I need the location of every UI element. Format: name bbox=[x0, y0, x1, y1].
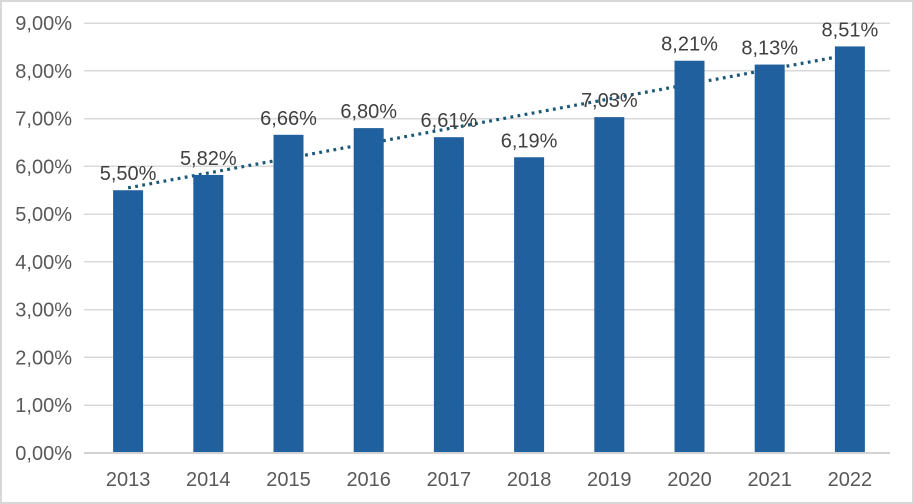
bar bbox=[594, 117, 625, 453]
x-axis-tick-label: 2021 bbox=[747, 469, 792, 491]
bar bbox=[113, 190, 144, 453]
bar bbox=[353, 128, 384, 453]
x-axis-tick-label: 2018 bbox=[507, 469, 552, 491]
y-axis-tick-label: 4,00% bbox=[15, 252, 72, 274]
y-axis-tick-label: 9,00% bbox=[15, 13, 72, 35]
x-axis-tick-label: 2022 bbox=[828, 469, 873, 491]
bar-data-label: 8,21% bbox=[661, 34, 718, 56]
bar bbox=[834, 46, 865, 454]
y-axis-tick-label: 7,00% bbox=[15, 109, 72, 131]
y-axis-tick-label: 0,00% bbox=[15, 443, 72, 465]
y-axis-tick-label: 3,00% bbox=[15, 300, 72, 322]
bar bbox=[674, 60, 705, 453]
x-axis-tick-label: 2017 bbox=[427, 469, 472, 491]
x-axis-tick-label: 2019 bbox=[587, 469, 632, 491]
y-axis-tick-label: 8,00% bbox=[15, 61, 72, 83]
bar bbox=[433, 137, 464, 453]
bar-data-label: 6,61% bbox=[421, 110, 478, 132]
bar-data-label: 5,82% bbox=[180, 148, 237, 170]
bar-data-label: 8,51% bbox=[822, 19, 879, 41]
y-axis-tick-label: 1,00% bbox=[15, 395, 72, 417]
y-axis-tick-label: 6,00% bbox=[15, 156, 72, 178]
x-axis-tick-label: 2016 bbox=[346, 469, 391, 491]
x-axis-tick-label: 2013 bbox=[106, 469, 151, 491]
y-axis-tick-label: 2,00% bbox=[15, 347, 72, 369]
bar-data-label: 6,19% bbox=[501, 130, 558, 152]
bar bbox=[754, 64, 785, 454]
bar-data-label: 7,03% bbox=[581, 90, 638, 112]
y-axis-tick-label: 5,00% bbox=[15, 204, 72, 226]
x-axis-tick-label: 2014 bbox=[186, 469, 231, 491]
bar-data-label: 5,50% bbox=[100, 163, 157, 185]
bar bbox=[514, 157, 545, 453]
x-axis-tick-label: 2015 bbox=[266, 469, 311, 491]
bar-data-label: 6,66% bbox=[260, 108, 317, 130]
bar-data-label: 8,13% bbox=[741, 38, 798, 60]
bar bbox=[193, 174, 224, 453]
bar bbox=[273, 134, 304, 454]
x-axis-tick-label: 2020 bbox=[667, 469, 712, 491]
bar-data-label: 6,80% bbox=[340, 101, 397, 123]
